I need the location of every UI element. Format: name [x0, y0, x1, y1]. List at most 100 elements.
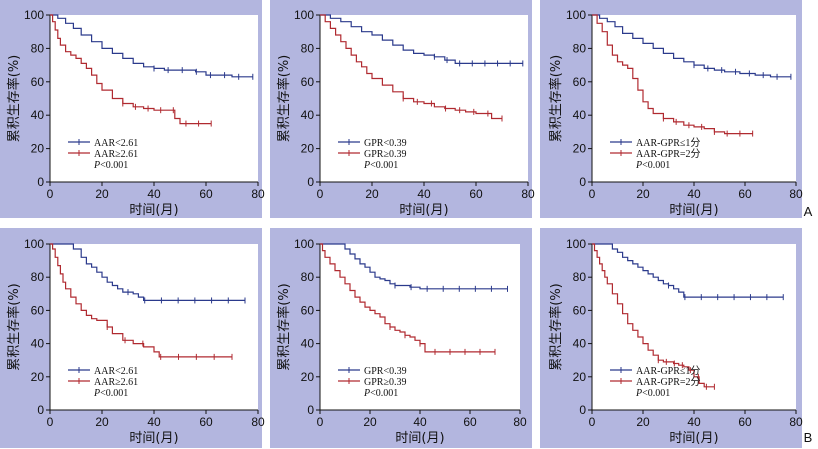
legend-label: AAR<2.61 — [94, 138, 138, 149]
y-tick-label: 0 — [579, 175, 586, 189]
y-tick-label: 40 — [301, 337, 315, 351]
y-tick-label: 40 — [301, 108, 315, 122]
x-tick-label: 0 — [47, 415, 54, 429]
y-tick-label: 100 — [24, 8, 44, 22]
x-tick-label: 0 — [317, 187, 324, 201]
y-tick-label: 0 — [37, 403, 44, 417]
plot-area — [592, 15, 796, 182]
legend-label: AAR-GPR=2分 — [636, 376, 701, 388]
km-chart-B-3: 0 20 40 60 80 100 0 20 40 60 80 时间(月) 累积生存率(%) AAR-GP… — [548, 237, 803, 446]
survival-curve-1 — [592, 14, 791, 78]
y-tick-label: 80 — [31, 41, 45, 55]
plot-area — [320, 244, 520, 410]
x-axis-label: 时间(月) — [395, 431, 444, 446]
p-value-label: P<0.001 — [635, 388, 670, 399]
x-tick-label: 40 — [417, 187, 431, 201]
y-tick-label: 20 — [31, 370, 45, 384]
x-tick-label: 80 — [789, 187, 803, 201]
x-tick-label: 0 — [47, 187, 54, 201]
y-tick-label: 20 — [301, 370, 315, 384]
survival-curve-1 — [320, 243, 508, 290]
x-tick-label: 0 — [589, 415, 596, 429]
x-axis-label: 时间(月) — [669, 431, 718, 446]
km-chart-A-1: 0 20 40 60 80 100 0 20 40 60 80 时间(月) 累积生存率(%) AAR<2.… — [6, 8, 265, 218]
plot-area — [592, 244, 796, 410]
x-tick-label: 60 — [199, 187, 213, 201]
y-tick-label: 60 — [301, 75, 315, 89]
legend-label: GPR<0.39 — [364, 366, 407, 377]
x-tick-label: 60 — [738, 187, 752, 201]
x-tick-label: 40 — [687, 187, 701, 201]
x-tick-label: 60 — [199, 415, 213, 429]
x-tick-label: 80 — [513, 415, 527, 429]
survival-curve-2 — [50, 14, 212, 125]
survival-curve-1 — [50, 14, 253, 78]
y-tick-label: 60 — [573, 303, 587, 317]
row-label-a: A — [804, 204, 813, 219]
y-axis-label: 累积生存率(%) — [276, 55, 292, 143]
plot-area — [50, 15, 258, 182]
survival-curve-2 — [50, 243, 232, 358]
x-tick-label: 80 — [789, 415, 803, 429]
x-axis-label: 时间(月) — [129, 203, 178, 218]
y-tick-label: 60 — [31, 303, 45, 317]
legend-label: GPR<0.39 — [364, 138, 407, 149]
y-axis-label: 累积生存率(%) — [6, 55, 22, 143]
y-tick-label: 0 — [579, 403, 586, 417]
y-tick-label: 80 — [301, 41, 315, 55]
x-tick-label: 80 — [251, 187, 265, 201]
x-axis-label: 时间(月) — [669, 203, 718, 218]
x-tick-label: 20 — [95, 187, 109, 201]
x-tick-label: 40 — [413, 415, 427, 429]
legend-label: GPR≥0.39 — [364, 149, 406, 160]
x-axis-label: 时间(月) — [129, 431, 178, 446]
km-chart-B-2: 0 20 40 60 80 100 0 20 40 60 80 时间(月) 累积生存率(%) GPR<0.… — [276, 237, 527, 446]
y-tick-label: 100 — [566, 237, 586, 251]
x-axis-label: 时间(月) — [399, 203, 448, 218]
survival-curve-2 — [320, 243, 495, 353]
survival-curve-2 — [592, 243, 715, 388]
x-tick-label: 40 — [147, 415, 161, 429]
y-tick-label: 40 — [31, 337, 45, 351]
x-tick-label: 80 — [251, 415, 265, 429]
y-tick-label: 40 — [31, 108, 45, 122]
y-tick-label: 0 — [307, 175, 314, 189]
y-tick-label: 0 — [37, 175, 44, 189]
x-tick-label: 60 — [463, 415, 477, 429]
p-value-label: P<0.001 — [363, 388, 398, 399]
y-tick-label: 80 — [31, 270, 45, 284]
x-tick-label: 20 — [363, 415, 377, 429]
x-tick-label: 60 — [738, 415, 752, 429]
y-tick-label: 20 — [301, 142, 315, 156]
p-value-label: P<0.001 — [93, 388, 128, 399]
y-tick-label: 60 — [31, 75, 45, 89]
y-tick-label: 60 — [301, 303, 315, 317]
row-label-b: B — [804, 430, 813, 445]
y-tick-label: 40 — [573, 108, 587, 122]
survival-curve-1 — [50, 243, 245, 301]
y-axis-label: 累积生存率(%) — [548, 283, 564, 371]
y-tick-label: 100 — [566, 8, 586, 22]
legend-label: AAR-GPR≤1分 — [636, 137, 700, 149]
y-tick-label: 100 — [294, 8, 314, 22]
plot-area — [50, 244, 258, 410]
legend-label: GPR≥0.39 — [364, 377, 406, 388]
plot-area — [320, 15, 528, 182]
y-tick-label: 60 — [573, 75, 587, 89]
x-tick-label: 0 — [589, 187, 596, 201]
x-tick-label: 20 — [95, 415, 109, 429]
survival-curve-2 — [592, 14, 753, 135]
km-chart-A-3: 0 20 40 60 80 100 0 20 40 60 80 时间(月) 累积生存率(%) AAR-GP… — [548, 8, 803, 218]
x-tick-label: 20 — [365, 187, 379, 201]
legend-label: AAR-GPR≤1分 — [636, 365, 700, 377]
km-chart-B-1: 0 20 40 60 80 100 0 20 40 60 80 时间(月) 累积生存率(%) AAR<2.… — [6, 237, 265, 446]
p-value-label: P<0.001 — [363, 160, 398, 171]
y-tick-label: 20 — [573, 142, 587, 156]
x-tick-label: 20 — [636, 187, 650, 201]
x-tick-label: 20 — [636, 415, 650, 429]
survival-curve-2 — [320, 14, 502, 120]
p-value-label: P<0.001 — [635, 160, 670, 171]
y-tick-label: 80 — [573, 270, 587, 284]
y-tick-label: 20 — [573, 370, 587, 384]
